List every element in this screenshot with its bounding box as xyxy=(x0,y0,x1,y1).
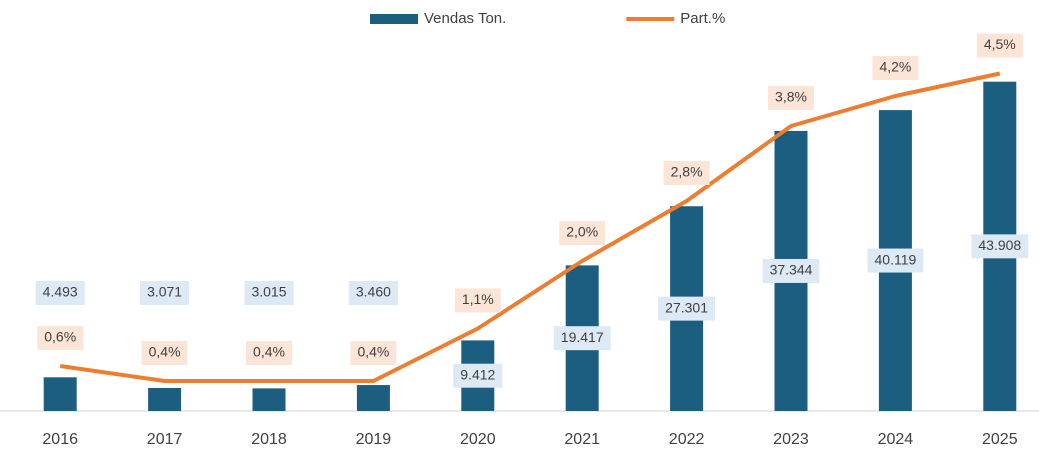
bar-label-bg xyxy=(867,248,924,273)
legend-label: Vendas Ton. xyxy=(424,10,506,27)
x-tick-label: 2023 xyxy=(773,431,809,448)
line-label: 1,1% xyxy=(462,291,494,307)
legend-swatch xyxy=(370,14,418,24)
x-tick-label: 2022 xyxy=(669,431,705,448)
line-label: 0,6% xyxy=(44,329,76,345)
bar-label-bg xyxy=(762,258,820,283)
legend-label: Part.% xyxy=(680,10,725,27)
bar-label-bg xyxy=(244,281,294,305)
x-tick-label: 2024 xyxy=(878,431,914,448)
bar-label: 37.344 xyxy=(770,262,813,278)
bar-label: 27.301 xyxy=(665,299,708,315)
bar-label-bg xyxy=(658,296,716,321)
line-label: 0,4% xyxy=(149,344,181,360)
line-label-bg xyxy=(976,33,1023,58)
line-label: 3,8% xyxy=(775,89,807,105)
bar-label: 19.417 xyxy=(561,329,604,345)
bar-label-bg xyxy=(453,363,503,388)
line-label-bg xyxy=(37,326,84,350)
bar-label: 4.493 xyxy=(43,284,78,300)
line-label-bg xyxy=(663,161,710,185)
line-label-bg xyxy=(350,341,397,365)
bar-label-bg xyxy=(553,326,611,351)
bar-label-bg xyxy=(971,234,1029,259)
line-label: 2,0% xyxy=(566,224,598,240)
line-label-bg xyxy=(246,341,292,365)
x-tick-label: 2016 xyxy=(42,431,78,448)
bar-label-bg xyxy=(348,281,398,305)
bar-label: 43.908 xyxy=(978,237,1021,253)
bar-label: 3.071 xyxy=(147,284,182,300)
line-label-bg xyxy=(768,86,814,110)
x-tick-label: 2019 xyxy=(356,431,392,448)
bar-label-bg xyxy=(35,281,85,305)
line-label-bg xyxy=(141,341,188,365)
line-label: 0,4% xyxy=(357,344,389,360)
line xyxy=(59,71,1001,383)
bar xyxy=(356,385,390,411)
bar-label: 3.460 xyxy=(356,284,391,300)
line-label-bg xyxy=(872,56,919,80)
bar xyxy=(252,388,286,411)
x-tick-label: 2025 xyxy=(982,431,1018,448)
line-label: 2,8% xyxy=(671,164,703,180)
x-tick-label: 2020 xyxy=(460,431,496,448)
bar-label: 3.015 xyxy=(251,284,286,300)
line-label: 4,2% xyxy=(879,59,911,75)
line-label-bg xyxy=(559,221,606,245)
bar xyxy=(43,377,77,411)
line-label: 0,4% xyxy=(253,344,285,360)
x-tick-label: 2018 xyxy=(251,431,287,448)
x-tick-label: 2017 xyxy=(147,431,183,448)
bar-label-bg xyxy=(140,281,190,305)
bar xyxy=(148,387,182,411)
line-label-bg xyxy=(454,288,501,313)
bar-label: 40.119 xyxy=(875,251,917,267)
x-tick-label: 2021 xyxy=(564,431,600,448)
bar-label: 9.412 xyxy=(460,366,495,382)
line-label: 4,5% xyxy=(984,36,1016,52)
